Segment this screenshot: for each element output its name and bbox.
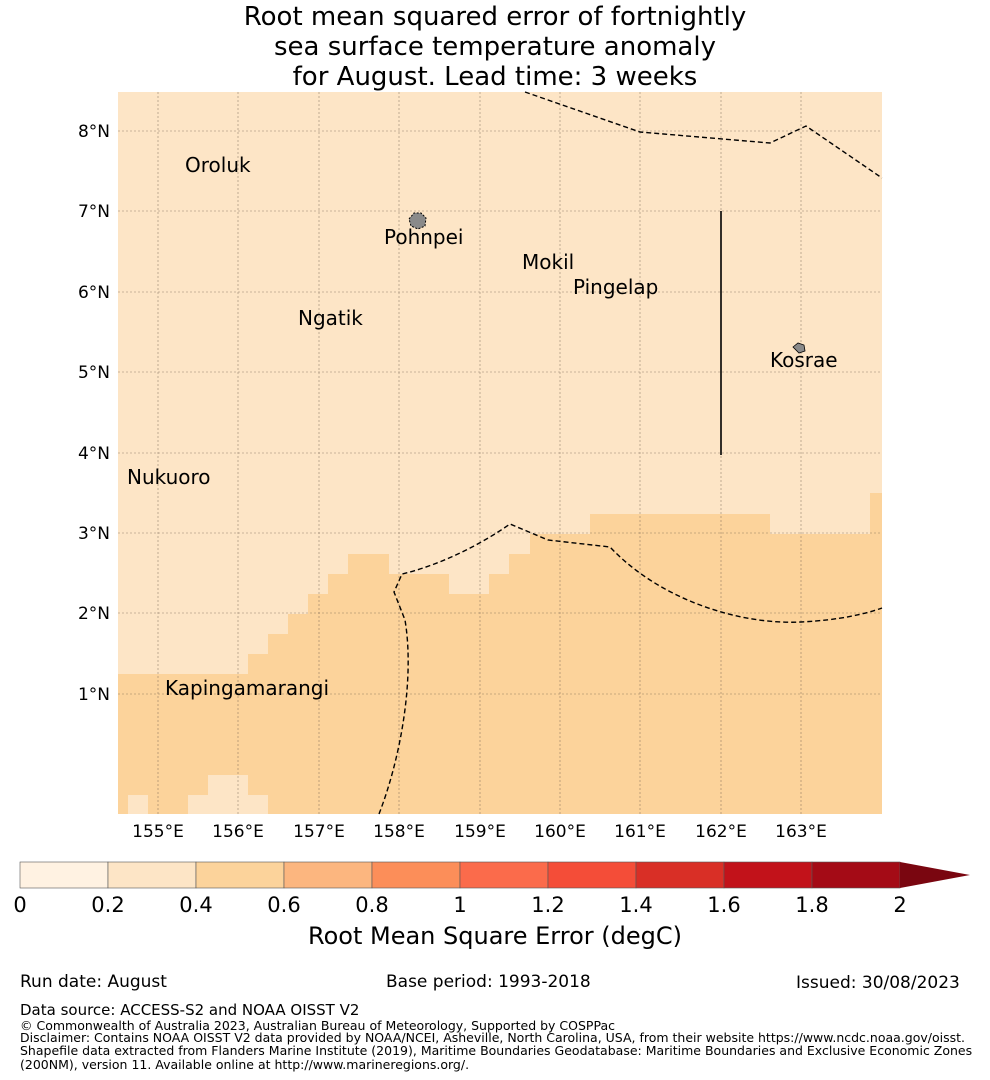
colorbar-segment bbox=[107, 861, 197, 889]
cb-tick-0: 0 bbox=[13, 893, 26, 917]
colorbar-segment bbox=[547, 861, 637, 889]
rmse-region-0-4-0-6 bbox=[118, 493, 882, 814]
lon-label-163e: 163°E bbox=[775, 822, 827, 842]
place-label-pingelap: Pingelap bbox=[573, 275, 658, 299]
lat-label-3n: 3°N bbox=[78, 524, 110, 544]
colorbar-segment bbox=[635, 861, 725, 889]
disclaimer-line-3: (200NM), version 11. Available online at… bbox=[20, 1057, 470, 1072]
colorbar-segment bbox=[283, 861, 373, 889]
cb-tick-0-4: 0.4 bbox=[179, 893, 212, 917]
colorbar-extend-arrow bbox=[900, 862, 970, 888]
run-date: Run date: August bbox=[20, 972, 167, 992]
cb-tick-1: 1 bbox=[453, 893, 466, 917]
cb-tick-2: 2 bbox=[893, 893, 906, 917]
lon-label-156e: 156°E bbox=[212, 822, 264, 842]
place-label-oroluk: Oroluk bbox=[185, 153, 251, 177]
lat-label-2n: 2°N bbox=[78, 604, 110, 624]
title-line-2: sea surface temperature anomaly bbox=[274, 32, 716, 62]
colorbar-segment bbox=[195, 861, 285, 889]
disclaimer-line-1: Disclaimer: Contains NOAA OISST V2 data … bbox=[20, 1030, 965, 1045]
lon-label-160e: 160°E bbox=[534, 822, 586, 842]
chart-title: Root mean squared error of fortnightly s… bbox=[0, 2, 990, 92]
cb-tick-1-8: 1.8 bbox=[795, 893, 828, 917]
colorbar-ticks: 0 0.2 0.4 0.6 0.8 1 1.2 1.4 1.6 1.8 2 bbox=[13, 893, 906, 917]
title-line-3: for August. Lead time: 3 weeks bbox=[292, 62, 698, 92]
cb-tick-1-2: 1.2 bbox=[531, 893, 564, 917]
cb-tick-0-8: 0.8 bbox=[355, 893, 388, 917]
lon-label-162e: 162°E bbox=[695, 822, 747, 842]
lat-label-6n: 6°N bbox=[78, 283, 110, 303]
cb-tick-1-4: 1.4 bbox=[619, 893, 652, 917]
place-label-pohnpei: Pohnpei bbox=[384, 225, 464, 249]
cb-tick-0-2: 0.2 bbox=[91, 893, 124, 917]
lon-label-161e: 161°E bbox=[614, 822, 666, 842]
cb-tick-0-6: 0.6 bbox=[267, 893, 300, 917]
colorbar bbox=[19, 861, 970, 889]
place-label-mokil: Mokil bbox=[522, 250, 574, 274]
lat-label-1n: 1°N bbox=[78, 685, 110, 705]
copyright: © Commonwealth of Australia 2023, Austra… bbox=[20, 1018, 615, 1033]
colorbar-segment bbox=[811, 861, 901, 889]
base-period: Base period: 1993-2018 bbox=[386, 972, 591, 992]
cb-tick-1-6: 1.6 bbox=[707, 893, 740, 917]
data-source: Data source: ACCESS-S2 and NOAA OISST V2 bbox=[20, 1001, 360, 1019]
lat-label-5n: 5°N bbox=[78, 363, 110, 383]
graticule bbox=[118, 92, 882, 814]
colorbar-segment bbox=[723, 861, 813, 889]
colorbar-segment bbox=[459, 861, 549, 889]
kosrae-island bbox=[792, 342, 806, 354]
lon-label-157e: 157°E bbox=[293, 822, 345, 842]
eez-boundaries bbox=[378, 91, 883, 815]
lon-label-155e: 155°E bbox=[132, 822, 184, 842]
disclaimer-line-2: Shapefile data extracted from Flanders M… bbox=[20, 1043, 973, 1058]
rmse-patch-0-2-0-4 bbox=[128, 775, 268, 814]
title-line-1: Root mean squared error of fortnightly bbox=[243, 2, 747, 32]
place-label-kosrae: Kosrae bbox=[770, 348, 838, 372]
colorbar-label: Root Mean Square Error (degC) bbox=[308, 922, 682, 950]
colorbar-segment bbox=[19, 861, 109, 889]
place-label-ngatik: Ngatik bbox=[298, 306, 363, 330]
lat-label-8n: 8°N bbox=[78, 122, 110, 142]
place-label-nukuoro: Nukuoro bbox=[127, 465, 211, 489]
issued-date: Issued: 30/08/2023 bbox=[796, 973, 960, 993]
pohnpei-island bbox=[408, 212, 427, 230]
lat-label-4n: 4°N bbox=[78, 444, 110, 464]
lon-label-159e: 159°E bbox=[454, 822, 506, 842]
lat-label-7n: 7°N bbox=[78, 202, 110, 222]
colorbar-segment bbox=[371, 861, 461, 889]
place-label-kapingamarangi: Kapingamarangi bbox=[165, 676, 329, 700]
lon-label-158e: 158°E bbox=[373, 822, 425, 842]
